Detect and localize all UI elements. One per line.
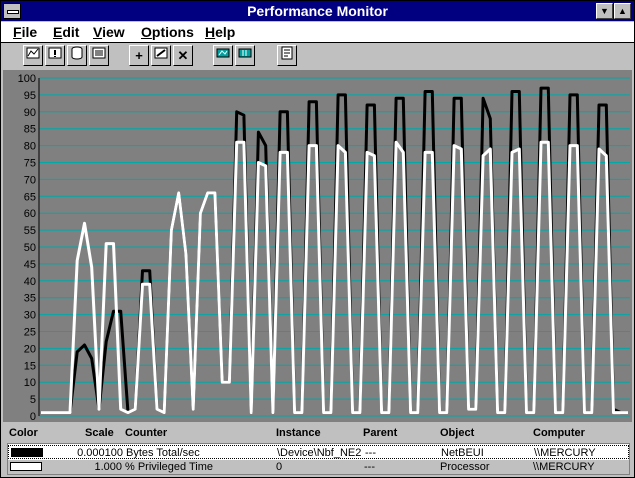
legend-header-scale: Scale — [85, 427, 114, 439]
y-tick-label: 30 — [24, 310, 36, 322]
alert-view-button[interactable] — [45, 45, 65, 66]
report-view-icon — [92, 47, 106, 59]
y-tick-label: 20 — [24, 343, 36, 355]
legend-row[interactable]: 1.000 % Privileged Time 0 --- Processor … — [8, 460, 629, 474]
legend-object: Processor — [440, 461, 490, 473]
y-tick-label: 80 — [24, 141, 36, 153]
modify-icon — [154, 47, 168, 59]
legend-header-computer: Computer — [533, 427, 585, 439]
menu-view[interactable]: View — [93, 24, 125, 40]
y-tick-label: 95 — [24, 90, 36, 102]
legend-header-parent: Parent — [363, 427, 398, 439]
legend-scale: 0.000100 — [77, 447, 123, 459]
modify-counter-button[interactable] — [151, 45, 171, 66]
y-tick-label: 75 — [24, 158, 36, 170]
legend-header-color: Color — [9, 427, 38, 439]
update-now-icon — [216, 48, 230, 58]
y-tick-label: 35 — [24, 293, 36, 305]
y-tick-label: 15 — [24, 360, 36, 372]
y-tick-label: 5 — [30, 394, 36, 406]
add-icon: + — [135, 48, 143, 63]
legend-counter: Bytes Total/sec — [126, 447, 200, 459]
legend-computer: \\MERCURY — [534, 447, 596, 459]
legend-computer: \\MERCURY — [533, 461, 595, 473]
system-menu-button[interactable] — [3, 3, 21, 19]
add-counter-button[interactable]: + — [129, 45, 149, 66]
legend-header-counter: Counter — [125, 427, 168, 439]
delete-icon: ✕ — [177, 48, 189, 63]
y-tick-label: 90 — [24, 107, 36, 119]
y-tick-label: 45 — [24, 259, 36, 271]
log-view-icon — [71, 46, 83, 60]
performance-chart: 0 5 10 15 20 25 30 35 40 45 50 55 60 65 70 75 80 85 90 95 10… — [3, 70, 632, 422]
options-icon — [281, 46, 293, 60]
alert-view-icon — [48, 47, 62, 59]
menu-help[interactable]: Help — [205, 24, 236, 40]
y-tick-label: 85 — [24, 124, 36, 136]
menu-bar: File Edit View Options Help — [1, 22, 634, 43]
legend-parent: --- — [365, 447, 376, 459]
bookmark-button[interactable] — [235, 45, 255, 66]
y-tick-label: 10 — [24, 377, 36, 389]
toolbar: + ✕ — [1, 43, 634, 69]
y-tick-label: 55 — [24, 225, 36, 237]
legend-list[interactable]: 0.000100 Bytes Total/sec \Device\Nbf_NE2… — [7, 443, 630, 475]
legend-instance: \Device\Nbf_NE2 — [277, 447, 362, 459]
legend-color-swatch — [10, 462, 42, 471]
legend-row[interactable]: 0.000100 Bytes Total/sec \Device\Nbf_NE2… — [8, 445, 629, 459]
delete-counter-button[interactable]: ✕ — [173, 45, 193, 66]
options-button[interactable] — [277, 45, 297, 66]
y-tick-label: 70 — [24, 174, 36, 186]
legend-color-swatch — [11, 448, 43, 457]
menu-options[interactable]: Options — [141, 24, 194, 40]
legend-panel: Color Scale Counter Instance Parent Obje… — [1, 423, 634, 477]
y-tick-label: 50 — [24, 242, 36, 254]
legend-object: NetBEUI — [441, 447, 484, 459]
menu-edit[interactable]: Edit — [53, 24, 80, 40]
window-title: Performance Monitor — [247, 3, 388, 19]
legend-header-object: Object — [440, 427, 475, 439]
menu-file[interactable]: File — [13, 24, 38, 40]
log-view-button[interactable] — [67, 45, 87, 66]
y-tick-label: 60 — [24, 208, 36, 220]
y-tick-label: 0 — [30, 411, 36, 422]
title-bar[interactable]: Performance Monitor ▼ ▲ — [1, 1, 634, 21]
maximize-button[interactable]: ▲ — [614, 3, 631, 19]
legend-scale: 1.000 — [94, 461, 122, 473]
legend-counter: % Privileged Time — [125, 461, 214, 473]
y-tick-label: 40 — [24, 276, 36, 288]
chart-view-button[interactable] — [23, 45, 43, 66]
legend-header-instance: Instance — [276, 427, 321, 439]
y-tick-label: 65 — [24, 191, 36, 203]
bookmark-icon — [238, 48, 252, 58]
legend-instance: 0 — [276, 461, 283, 473]
minimize-button[interactable]: ▼ — [596, 3, 613, 19]
y-tick-label: 100 — [18, 73, 36, 85]
y-tick-label: 25 — [24, 327, 36, 339]
legend-parent: --- — [364, 461, 375, 473]
update-now-button[interactable] — [213, 45, 233, 66]
report-view-button[interactable] — [89, 45, 109, 66]
series-line-1 — [41, 140, 628, 415]
chart-view-icon — [26, 47, 40, 59]
